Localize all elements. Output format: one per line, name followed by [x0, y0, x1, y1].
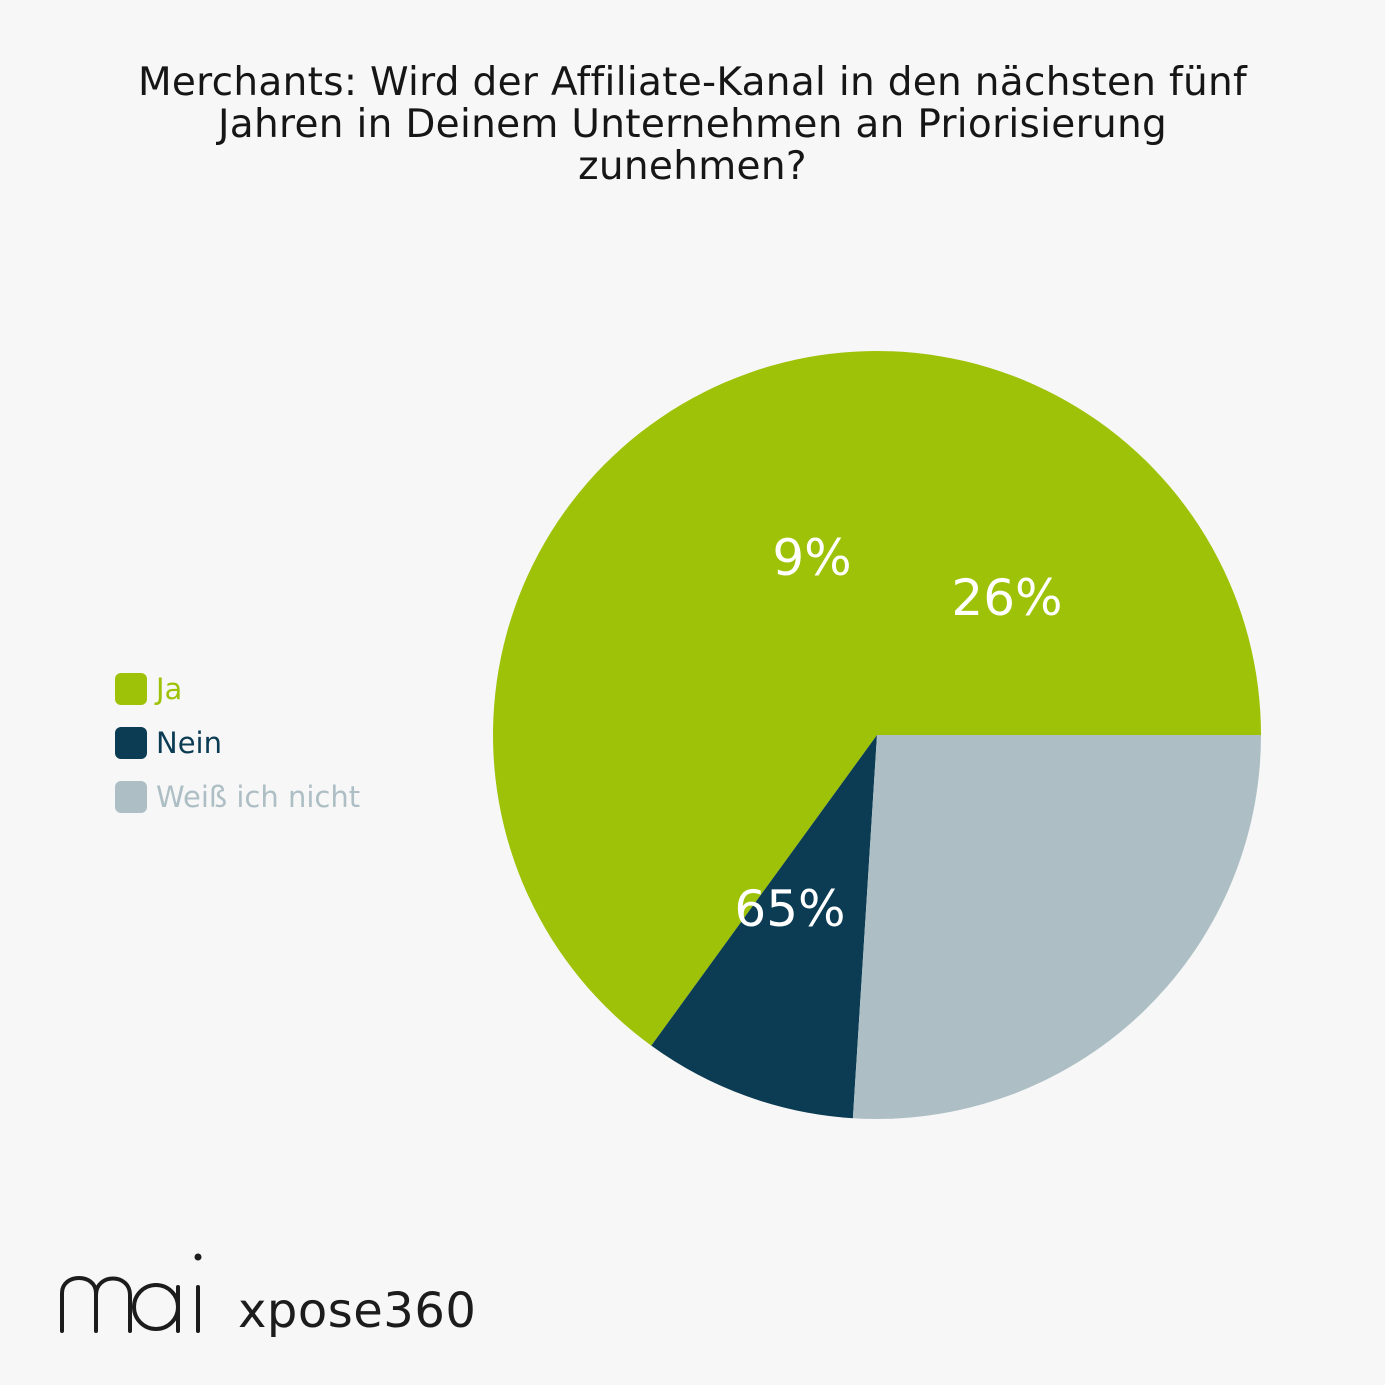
pie-slice-nein — [651, 735, 877, 1119]
legend-item-ja: Ja — [115, 662, 360, 716]
pie-data-label: 9% — [772, 529, 851, 587]
chart-title-line: Jahren in Deinem Unternehmen an Priorisi… — [217, 102, 1168, 147]
logo-dot — [194, 1253, 202, 1261]
mai-logo: mai — [60, 1253, 202, 1333]
chart-title-line: Merchants: Wird der Affiliate-Kanal in d… — [137, 60, 1248, 105]
pie-slice-ja — [493, 350, 1261, 1046]
xpose360-logo-text: xpose360 — [238, 1283, 477, 1339]
legend-label-nein: Nein — [156, 726, 222, 760]
legend-swatch-ja — [115, 673, 147, 705]
legend-swatch-weiss-ich-nicht — [115, 781, 147, 813]
chart-title-line: zunehmen? — [578, 144, 807, 189]
pie-data-label: 26% — [951, 569, 1062, 627]
footer-branding: mai xpose360 — [58, 1245, 476, 1345]
legend: Ja Nein Weiß ich nicht — [115, 662, 360, 824]
legend-item-nein: Nein — [115, 716, 360, 770]
legend-label-weiss-ich-nicht: Weiß ich nicht — [156, 780, 361, 814]
legend-item-weiss-ich-nicht: Weiß ich nicht — [115, 770, 360, 824]
legend-swatch-nein — [115, 727, 147, 759]
legend-label-ja: Ja — [156, 672, 183, 706]
pie-data-label: 65% — [734, 880, 845, 938]
pie-slice-wei-ich-nicht — [852, 735, 1261, 1120]
chart-title: Merchants: Wird der Affiliate-Kanal in d… — [60, 62, 1325, 188]
